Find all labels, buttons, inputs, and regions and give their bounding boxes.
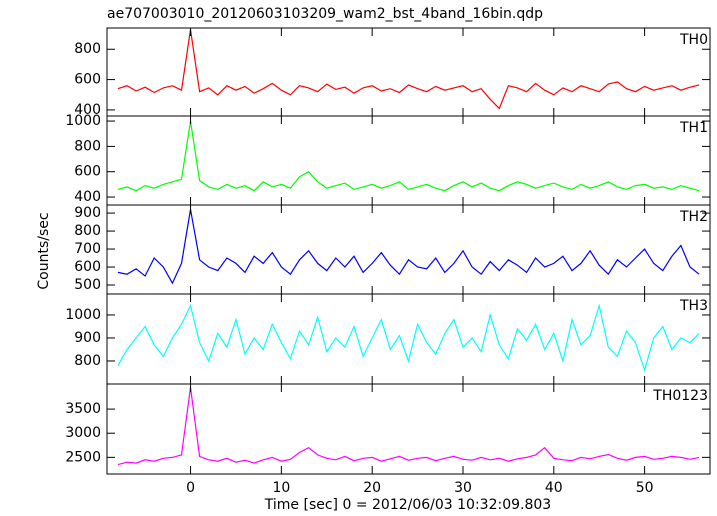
y-tick-label: 800 xyxy=(74,138,101,154)
y-tick-label: 3500 xyxy=(65,401,101,417)
panel-label: TH2 xyxy=(679,209,708,225)
data-line xyxy=(117,209,700,285)
y-tick-label: 1000 xyxy=(65,113,101,129)
x-tick-label: 50 xyxy=(636,480,654,496)
y-tick-label: 800 xyxy=(74,353,101,369)
panel-label: TH1 xyxy=(679,120,708,136)
y-tick-label: 800 xyxy=(74,41,101,57)
panel-frame xyxy=(106,293,711,385)
y-tick-label: 400 xyxy=(74,189,101,205)
data-line xyxy=(117,121,700,192)
y-tick-label: 900 xyxy=(74,330,101,346)
x-tick-label: 0 xyxy=(186,480,195,496)
x-tick-label: 40 xyxy=(545,480,563,496)
y-tick-label: 2500 xyxy=(65,449,101,465)
x-tick-label: 10 xyxy=(272,480,290,496)
y-axis-label: Counts/sec xyxy=(36,212,52,289)
panel-frame xyxy=(106,27,711,117)
panel-frame xyxy=(106,115,711,206)
x-tick-label: 30 xyxy=(454,480,472,496)
panel-label: TH0 xyxy=(679,32,708,48)
data-line xyxy=(117,29,700,110)
y-tick-label: 1000 xyxy=(65,307,101,323)
x-axis-label: Time [sec] 0 = 2012/06/03 10:32:09.803 xyxy=(264,497,551,513)
panel-label: TH0123 xyxy=(652,388,708,404)
y-tick-label: 400 xyxy=(74,102,101,118)
y-tick-label: 500 xyxy=(74,277,101,293)
y-tick-label: 700 xyxy=(74,241,101,257)
y-tick-label: 800 xyxy=(74,223,101,239)
panel-label: TH3 xyxy=(679,298,708,314)
y-tick-label: 600 xyxy=(74,72,101,88)
chart-title: ae707003010_20120603103209_wam2_bst_4ban… xyxy=(107,6,543,22)
y-tick-label: 600 xyxy=(74,164,101,180)
y-tick-label: 900 xyxy=(74,205,101,221)
x-tick-label: 20 xyxy=(363,480,381,496)
data-line xyxy=(117,387,700,466)
panel-frame xyxy=(106,383,711,475)
y-tick-label: 3000 xyxy=(65,425,101,441)
data-line xyxy=(117,303,700,373)
y-tick-label: 600 xyxy=(74,259,101,275)
